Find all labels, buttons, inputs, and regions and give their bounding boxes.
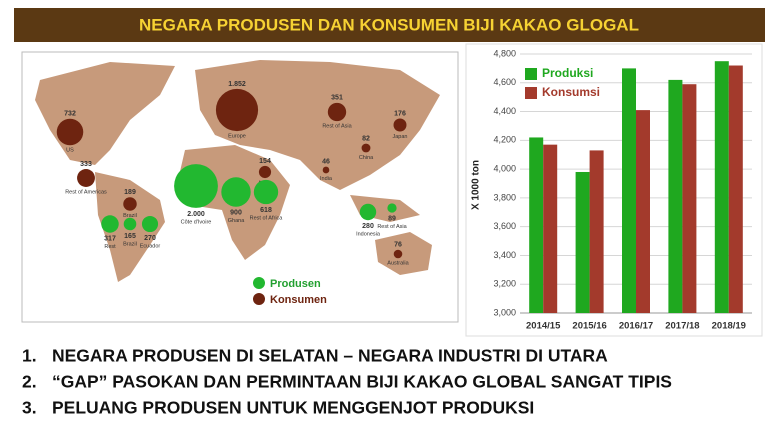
- map-bubble: [387, 203, 397, 213]
- bubble-place: US: [66, 148, 74, 154]
- bar: [529, 137, 544, 313]
- bar: [668, 79, 683, 314]
- map-bubble: [221, 177, 251, 207]
- bubble-place: Europe: [228, 134, 246, 140]
- map-bubble: [361, 143, 371, 153]
- bubble-value: 900: [230, 210, 242, 217]
- bubble-value: 333: [80, 161, 92, 168]
- bar: [575, 171, 590, 313]
- bubble-value: 317: [104, 236, 116, 243]
- map-bubble: [258, 165, 272, 179]
- x-tick-label: 2014/15: [526, 321, 561, 332]
- map-bubble: [174, 164, 218, 208]
- y-tick-label: 4,800: [493, 48, 516, 58]
- point-number: 2.: [22, 372, 37, 392]
- legend-swatch: [253, 293, 265, 305]
- title-banner: [14, 8, 765, 42]
- y-tick-label: 3,000: [493, 307, 516, 317]
- bubble-place: India: [320, 176, 333, 182]
- bubble-value: 270: [144, 235, 156, 242]
- map-bubble: [101, 215, 119, 233]
- bubble-value: 732: [64, 111, 76, 118]
- bubble-place: Rest: [104, 244, 116, 250]
- bubble-value: 280: [362, 223, 374, 230]
- bubble-value: 2.000: [187, 211, 205, 218]
- bubble-place: Ecuador: [140, 244, 161, 250]
- y-tick-label: 3,600: [493, 221, 516, 231]
- bubble-value: 46: [322, 159, 330, 166]
- map-bubble: [393, 249, 403, 259]
- bubble-place: Indonesia: [356, 232, 381, 238]
- bubble-place: Rest of Asia: [322, 124, 352, 130]
- legend-label: Produsen: [270, 278, 321, 290]
- bubble-value: 154: [259, 158, 271, 165]
- x-tick-label: 2018/19: [712, 321, 746, 332]
- point-text: PELUANG PRODUSEN UNTUK MENGGENJOT PRODUK…: [52, 398, 534, 418]
- bubble-value: 1.852: [228, 81, 246, 88]
- legend-label: Konsumen: [270, 294, 327, 306]
- map-bubble: [141, 215, 159, 233]
- bar: [682, 84, 697, 313]
- y-tick-label: 3,400: [493, 250, 516, 260]
- bubble-place: China: [359, 155, 374, 161]
- map-bubble: [77, 169, 95, 187]
- y-tick-label: 3,200: [493, 279, 516, 289]
- map-bubble: [393, 118, 407, 132]
- y-axis-label: X 1000 ton: [471, 160, 482, 210]
- bubble-place: Brazil: [123, 213, 137, 219]
- bubble-value: 76: [394, 242, 402, 249]
- bar: [714, 61, 729, 313]
- bubble-place: Rest of Americas: [65, 189, 107, 195]
- bubble-value: 89: [388, 215, 396, 222]
- y-tick-label: 4,000: [493, 163, 516, 173]
- y-tick-label: 4,400: [493, 106, 516, 116]
- map-bubble: [56, 118, 84, 146]
- bar: [622, 68, 636, 313]
- bar: [636, 110, 650, 313]
- y-tick-label: 4,600: [493, 77, 516, 87]
- bubble-place: Japan: [393, 134, 408, 140]
- chart-panel: [465, 43, 763, 337]
- bubble-value: 176: [394, 110, 406, 117]
- page-title: NEGARA PRODUSEN DAN KONSUMEN BIJI KAKAO …: [139, 15, 639, 34]
- legend-swatch: [525, 68, 537, 80]
- y-tick-label: 4,200: [493, 135, 516, 145]
- map-bubble: [123, 197, 137, 211]
- map-bubble: [253, 179, 279, 205]
- point-text: NEGARA PRODUSEN DI SELATAN – NEGARA INDU…: [52, 346, 608, 366]
- x-tick-label: 2017/18: [665, 321, 699, 332]
- bubble-value: 165: [124, 233, 136, 240]
- legend-swatch: [525, 87, 537, 99]
- bubble-value: 351: [331, 95, 343, 102]
- bubble-place: Australia: [387, 261, 409, 267]
- y-tick-label: 3,800: [493, 192, 516, 202]
- legend-label: Produksi: [542, 66, 593, 80]
- bar: [543, 144, 558, 313]
- bubble-place: Côte d'Ivoire: [181, 219, 212, 225]
- map-bubble: [123, 217, 137, 231]
- bar: [728, 65, 743, 313]
- bubble-place: Ghana: [228, 218, 245, 224]
- legend-label: Konsumsi: [542, 85, 600, 99]
- x-tick-label: 2015/16: [572, 321, 606, 332]
- map-bubble: [359, 203, 377, 221]
- x-tick-label: 2016/17: [619, 321, 653, 332]
- point-number: 1.: [22, 346, 37, 366]
- bubble-place: Brazil: [123, 242, 137, 248]
- bubble-place: Rest of Africa: [250, 216, 284, 222]
- map-bubble: [327, 102, 347, 122]
- map-bubble: [322, 166, 330, 174]
- bar: [589, 150, 604, 313]
- bubble-place: Rest of Asia: [377, 224, 407, 230]
- point-number: 3.: [22, 398, 37, 418]
- map-bubble: [215, 88, 259, 132]
- bubble-value: 82: [362, 135, 370, 142]
- point-text: “GAP” PASOKAN DAN PERMINTAAN BIJI KAKAO …: [52, 372, 672, 392]
- bubble-value: 618: [260, 207, 272, 214]
- bubble-value: 189: [124, 189, 136, 196]
- legend-swatch: [253, 277, 265, 289]
